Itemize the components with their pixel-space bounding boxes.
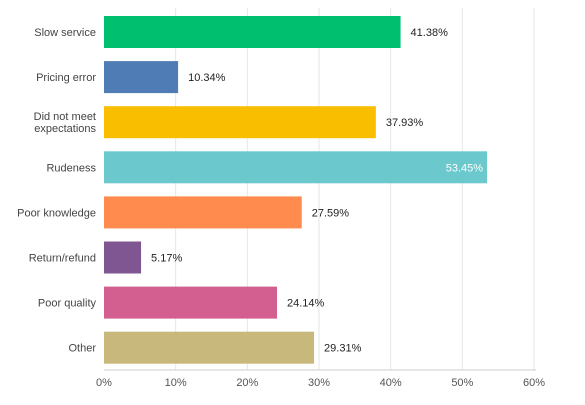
- x-tick-label: 40%: [380, 377, 402, 389]
- x-tick-label: 30%: [308, 377, 330, 389]
- x-tick-label: 20%: [236, 377, 258, 389]
- bar: [104, 106, 376, 139]
- value-label: 27.59%: [312, 207, 350, 219]
- category-label: Rudeness: [46, 162, 96, 174]
- value-labels: 41.38% 10.34% 37.93% 53.45% 27.59% 5.17% 24.14…: [151, 27, 483, 355]
- bars: [104, 16, 488, 364]
- value-label: 37.93%: [386, 117, 424, 129]
- category-label: Pricing error: [36, 72, 96, 84]
- x-axis-ticks: 0% 10% 20% 30% 40% 50% 60%: [96, 377, 545, 389]
- category-label: Slow service: [34, 27, 96, 39]
- bar: [104, 331, 315, 364]
- category-label: Did not meet expectations: [34, 111, 97, 135]
- value-label: 10.34%: [188, 72, 226, 84]
- value-label: 53.45%: [446, 162, 484, 174]
- x-tick-label: 10%: [165, 377, 187, 389]
- value-label: 29.31%: [324, 343, 362, 355]
- bar: [104, 286, 278, 319]
- x-tick-label: 50%: [451, 377, 473, 389]
- category-labels: Slow service Pricing error Did not meet exp…: [17, 27, 96, 355]
- bar: [104, 151, 488, 184]
- bar: [104, 196, 302, 229]
- value-label: 5.17%: [151, 253, 182, 265]
- value-label: 41.38%: [411, 27, 449, 39]
- x-tick-label: 0%: [96, 377, 112, 389]
- value-label: 24.14%: [287, 298, 325, 310]
- category-label: Poor knowledge: [17, 207, 96, 219]
- category-label: Other: [68, 343, 96, 355]
- category-label: Poor quality: [38, 298, 97, 310]
- x-tick-label: 60%: [523, 377, 545, 389]
- bar: [104, 241, 142, 274]
- category-label: Return/refund: [29, 253, 96, 265]
- bar: [104, 61, 179, 94]
- bar: [104, 16, 401, 48]
